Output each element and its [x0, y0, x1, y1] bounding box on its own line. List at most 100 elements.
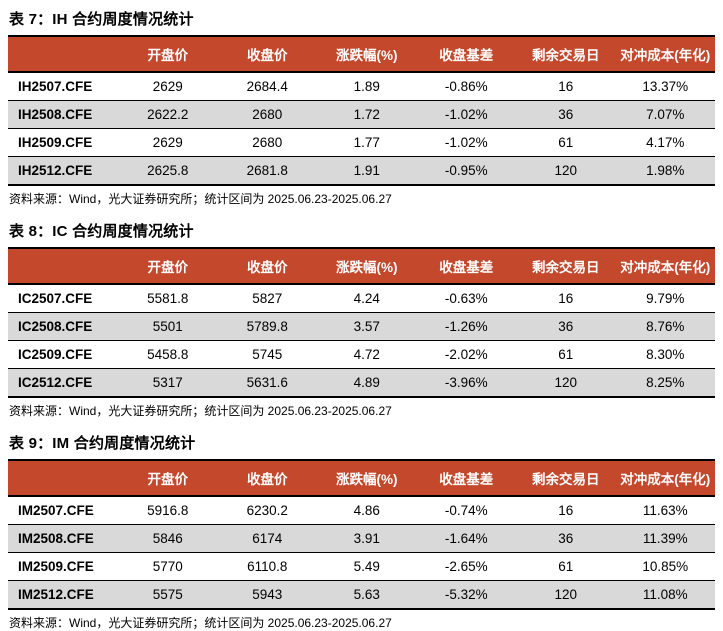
- value-cell: 6230.2: [217, 496, 318, 525]
- source-note: 资料来源：Wind，光大证券研究所；统计区间为 2025.06.23-2025.…: [9, 616, 392, 630]
- contract-cell: IC2507.CFE: [8, 284, 119, 313]
- header-cell: 涨跌幅(%): [317, 248, 417, 285]
- data-row: IM2512.CFE 5575 5943 5.63 -5.32% 120 11.08%: [8, 580, 715, 609]
- header-cell: 收盘基差: [416, 248, 516, 285]
- value-cell: 4.86: [317, 496, 417, 525]
- value-cell: 16: [515, 72, 616, 101]
- value-cell: 2629: [118, 72, 218, 101]
- value-cell: -1.02%: [416, 128, 516, 157]
- value-cell: 8.25%: [646, 375, 685, 390]
- header-cell: 收盘基差: [416, 460, 516, 497]
- value-cell: 8.76%: [615, 312, 715, 341]
- value-cell: 16: [515, 496, 616, 525]
- header-cell: 开盘价: [118, 248, 218, 285]
- value-cell: 1.77: [317, 128, 417, 157]
- value-cell: 1.89: [317, 72, 417, 101]
- table-title: 表 8：IC 合约周度情况统计: [9, 223, 194, 240]
- data-row: IC2509.CFE 5458.8 5745 4.72 -2.02% 61 8.30%: [8, 340, 715, 369]
- data-row: IH2512.CFE 2625.8 2681.8 1.91 -0.95% 120 1.98%: [8, 156, 715, 185]
- value-cell: 1.98%: [646, 163, 685, 178]
- table-block-8: 表 8：IC 合约周度情况统计 开盘价 收盘价 涨跌幅(%) 收盘基差 剩余交易日 对冲成…: [8, 220, 715, 419]
- header-cell: 涨跌幅(%): [317, 36, 417, 73]
- header-cell: 对冲成本(年化): [615, 36, 715, 73]
- value-cell: 36: [515, 312, 616, 341]
- value-cell: 1.91: [353, 163, 380, 178]
- value-cell: 2684.4: [217, 72, 318, 101]
- value-cell: 5581.8: [118, 284, 218, 313]
- value-cell: 5846: [118, 524, 218, 553]
- header-row: 开盘价 收盘价 涨跌幅(%) 收盘基差 剩余交易日 对冲成本(年化): [8, 460, 715, 497]
- corner-cell: [8, 36, 119, 73]
- value-cell: 36: [515, 524, 616, 553]
- value-cell: 11.39%: [615, 524, 715, 553]
- value-cell: 2681.8: [246, 163, 288, 178]
- header-cell: 收盘价: [217, 36, 318, 73]
- table-title: 表 7：IH 合约周度情况统计: [9, 11, 194, 28]
- value-cell: 5745: [217, 340, 318, 369]
- contract-cell: IH2509.CFE: [8, 128, 119, 157]
- value-cell: 61: [515, 340, 616, 369]
- contract-cell: IM2512.CFE: [18, 587, 94, 602]
- value-cell: 4.89: [353, 375, 380, 390]
- corner-cell: [8, 460, 119, 497]
- value-cell: -1.26%: [416, 312, 516, 341]
- data-row: IC2507.CFE 5581.8 5827 4.24 -0.63% 16 9.79%: [8, 284, 715, 313]
- value-cell: -0.74%: [416, 496, 516, 525]
- table-block-7: 表 7：IH 合约周度情况统计 开盘价 收盘价 涨跌幅(%) 收盘基差 剩余交易日 对冲成…: [8, 8, 715, 207]
- data-row: IC2508.CFE 5501 5789.8 3.57 -1.26% 36 8.76%: [8, 312, 715, 341]
- header-cell: 开盘价: [118, 36, 218, 73]
- data-row: IH2509.CFE 2629 2680 1.77 -1.02% 61 4.17%: [8, 128, 715, 157]
- value-cell: -3.96%: [444, 375, 488, 390]
- value-cell: 1.72: [317, 100, 417, 129]
- contract-cell: IH2508.CFE: [8, 100, 119, 129]
- value-cell: 61: [515, 552, 616, 581]
- value-cell: 5317: [152, 375, 183, 390]
- value-cell: 5789.8: [217, 312, 318, 341]
- value-cell: 2629: [118, 128, 218, 157]
- value-cell: 2622.2: [118, 100, 218, 129]
- value-cell: 4.72: [317, 340, 417, 369]
- value-cell: 6110.8: [217, 552, 318, 581]
- data-row: IM2508.CFE 5846 6174 3.91 -1.64% 36 11.39%: [8, 524, 715, 553]
- value-cell: 11.08%: [642, 587, 688, 602]
- value-cell: -1.02%: [416, 100, 516, 129]
- value-cell: 2680: [217, 100, 318, 129]
- header-cell: 收盘价: [217, 460, 318, 497]
- value-cell: 5.49: [317, 552, 417, 581]
- value-cell: 5458.8: [118, 340, 218, 369]
- value-cell: 3.91: [317, 524, 417, 553]
- value-cell: 5631.6: [246, 375, 288, 390]
- futures-stats-table: 开盘价 收盘价 涨跌幅(%) 收盘基差 剩余交易日 对冲成本(年化) IH2507.CFE…: [8, 35, 715, 186]
- value-cell: 5827: [217, 284, 318, 313]
- value-cell: 120: [554, 163, 577, 178]
- contract-cell: IH2507.CFE: [8, 72, 119, 101]
- data-row: IM2509.CFE 5770 6110.8 5.49 -2.65% 61 10.85%: [8, 552, 715, 581]
- value-cell: 5575: [152, 587, 183, 602]
- value-cell: 2680: [217, 128, 318, 157]
- value-cell: -0.95%: [444, 163, 488, 178]
- value-cell: 10.85%: [615, 552, 715, 581]
- value-cell: 8.30%: [615, 340, 715, 369]
- value-cell: -2.02%: [416, 340, 516, 369]
- contract-cell: IC2508.CFE: [8, 312, 119, 341]
- header-cell: 剩余交易日: [515, 36, 616, 73]
- value-cell: 5916.8: [118, 496, 218, 525]
- table-title: 表 9：IM 合约周度情况统计: [9, 435, 196, 452]
- contract-cell: IH2512.CFE: [18, 163, 93, 178]
- value-cell: -2.65%: [416, 552, 516, 581]
- header-cell: 对冲成本(年化): [615, 460, 715, 497]
- value-cell: 36: [515, 100, 616, 129]
- header-cell: 涨跌幅(%): [317, 460, 417, 497]
- futures-stats-table: 开盘价 收盘价 涨跌幅(%) 收盘基差 剩余交易日 对冲成本(年化) IM2507.CFE…: [8, 459, 715, 610]
- corner-cell: [8, 248, 119, 285]
- value-cell: 5501: [118, 312, 218, 341]
- value-cell: 13.37%: [615, 72, 715, 101]
- value-cell: 5.63: [353, 587, 380, 602]
- contract-cell: IM2507.CFE: [8, 496, 119, 525]
- header-cell: 收盘价: [217, 248, 318, 285]
- value-cell: 5943: [252, 587, 283, 602]
- value-cell: 3.57: [317, 312, 417, 341]
- value-cell: 6174: [217, 524, 318, 553]
- value-cell: 2625.8: [147, 163, 189, 178]
- data-row: IC2512.CFE 5317 5631.6 4.89 -3.96% 120 8.25%: [8, 368, 715, 397]
